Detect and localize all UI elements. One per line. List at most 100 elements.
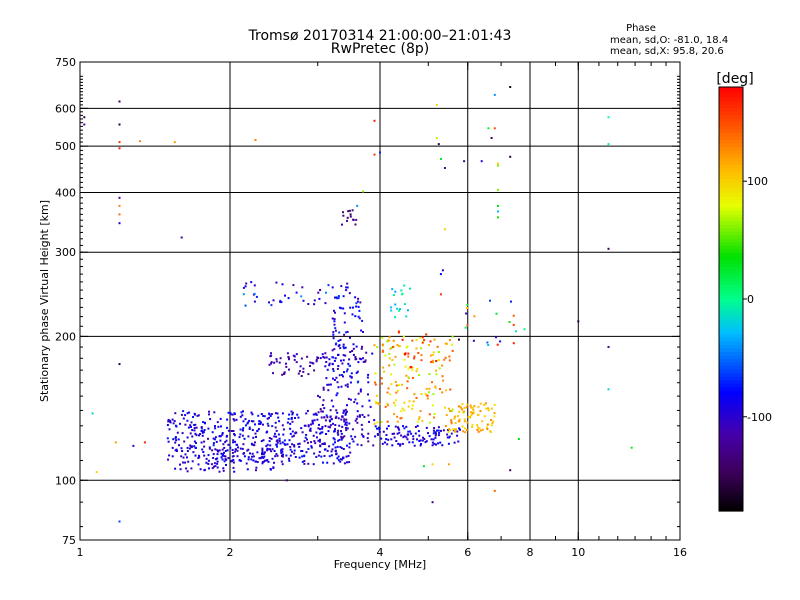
data-point [118, 196, 121, 199]
data-point [317, 291, 320, 294]
data-point [227, 443, 230, 446]
data-point [437, 351, 440, 353]
data-point [432, 438, 435, 441]
data-point [367, 373, 370, 376]
data-point [490, 424, 493, 427]
data-point [302, 370, 305, 373]
data-point [233, 470, 236, 473]
data-point [481, 420, 484, 423]
data-point [262, 423, 264, 426]
colorbar-segment [719, 154, 743, 159]
data-point [402, 436, 405, 439]
data-point [450, 343, 453, 346]
data-point [190, 421, 193, 424]
data-point [320, 416, 323, 419]
colorbar-segment [719, 101, 743, 106]
data-point [307, 424, 310, 427]
data-point [333, 320, 336, 323]
data-point [311, 422, 314, 425]
data-point [171, 418, 174, 421]
data-point [298, 456, 301, 459]
data-point [442, 379, 445, 382]
data-point [254, 460, 257, 463]
data-point [324, 448, 327, 451]
y-axis-label: Stationary phase Virtual Height [km] [38, 200, 51, 402]
data-point [402, 425, 404, 428]
data-point [346, 410, 348, 413]
data-point [171, 446, 174, 449]
data-point [431, 501, 434, 504]
data-point [224, 455, 227, 458]
data-point [195, 434, 198, 437]
data-point [190, 446, 193, 449]
data-point [222, 453, 225, 456]
data-point [345, 418, 348, 421]
colorbar-segment [719, 111, 743, 116]
data-point [327, 389, 330, 392]
colorbar-segment [719, 185, 743, 191]
colorbar-segment [719, 171, 743, 176]
data-point [303, 460, 306, 462]
data-point [328, 362, 331, 365]
y-tick-label: 300 [55, 246, 76, 259]
data-point [336, 367, 339, 370]
data-point [388, 336, 391, 339]
data-point [262, 439, 265, 442]
data-point [339, 446, 342, 448]
data-point [291, 413, 294, 416]
data-point [329, 426, 331, 429]
x-tick-label: 4 [377, 546, 384, 559]
data-point [350, 435, 353, 438]
data-point [292, 354, 295, 357]
data-point [341, 374, 343, 376]
data-point [333, 348, 336, 351]
data-point [288, 457, 290, 460]
data-point [322, 399, 325, 402]
data-point [225, 439, 228, 442]
data-point [466, 307, 469, 309]
data-point [449, 388, 452, 391]
data-point [202, 421, 205, 424]
data-point [281, 441, 284, 444]
data-point [406, 380, 409, 383]
data-point [212, 437, 215, 440]
data-point [318, 297, 321, 300]
data-point [334, 450, 337, 453]
data-point [391, 346, 394, 348]
data-point [203, 468, 206, 471]
colorbar-segment [719, 161, 743, 166]
data-point [447, 430, 450, 433]
colorbar-segment [719, 450, 743, 456]
data-point [169, 421, 172, 424]
data-point [338, 438, 341, 441]
data-point [415, 370, 418, 373]
data-point [167, 458, 169, 461]
data-point [179, 468, 182, 471]
data-point [180, 447, 183, 450]
data-point [242, 293, 245, 296]
data-point [332, 331, 335, 334]
colorbar-segment [719, 157, 743, 162]
data-point [476, 424, 479, 427]
data-point [312, 434, 315, 437]
data-point [324, 419, 327, 422]
data-point [435, 443, 437, 446]
data-point [342, 354, 345, 357]
data-point [432, 432, 435, 435]
data-point [419, 444, 422, 447]
data-point [293, 445, 296, 448]
data-point [437, 434, 440, 437]
data-point [408, 441, 411, 444]
data-point [348, 446, 351, 449]
data-point [324, 352, 327, 355]
colorbar-segment [719, 122, 743, 127]
colorbar-segment [719, 503, 743, 509]
data-point [388, 357, 391, 360]
data-point [289, 448, 292, 451]
data-point [316, 436, 318, 439]
colorbar-segment [719, 256, 743, 261]
colorbar-segment [719, 210, 743, 215]
data-point [436, 345, 439, 348]
data-point [300, 427, 303, 430]
data-point [360, 444, 363, 447]
